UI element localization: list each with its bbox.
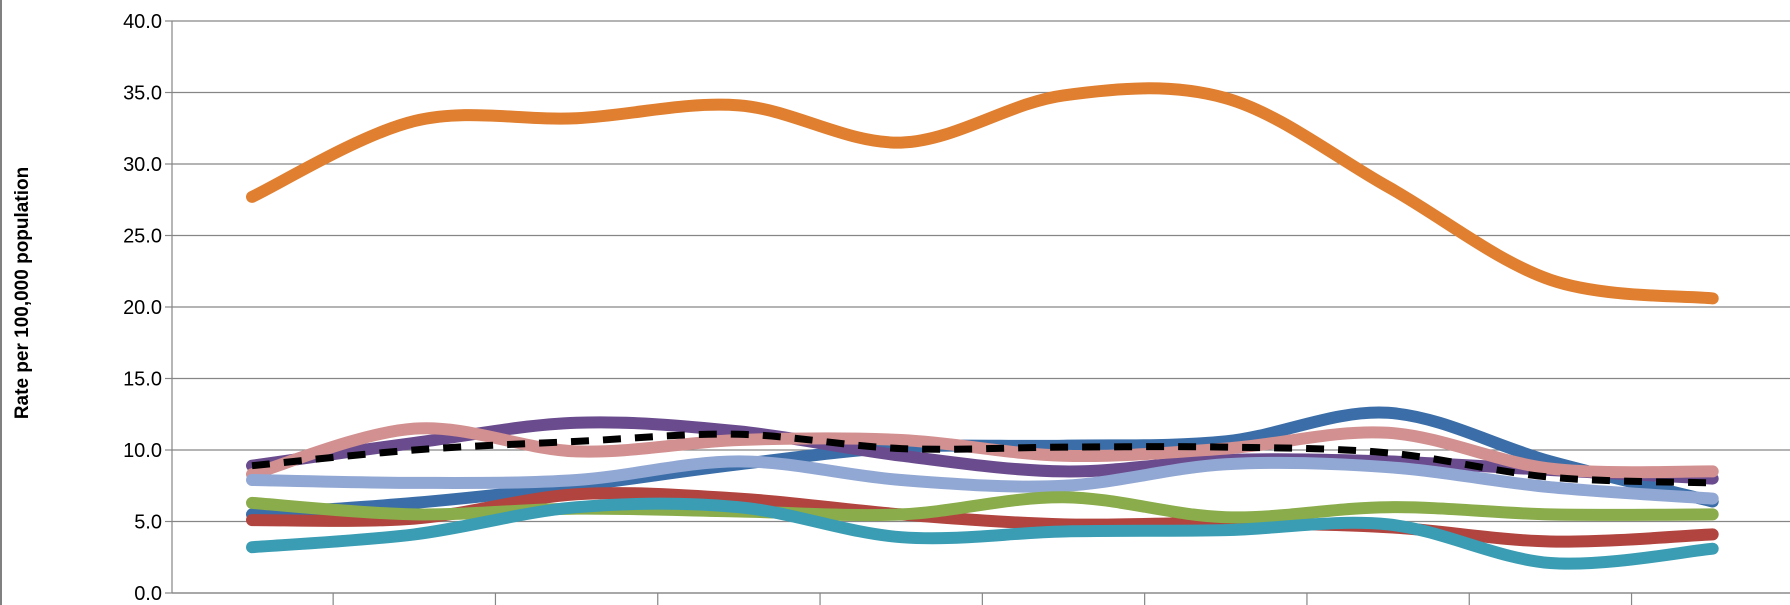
series-line — [246, 491, 1719, 524]
y-tick-label: 10.0 — [123, 440, 162, 462]
y-tick-label: 35.0 — [123, 83, 162, 105]
y-tick-label: 15.0 — [123, 369, 162, 391]
y-axis-title: Rate per 100,000 population — [12, 167, 33, 419]
y-tick-label: 0.0 — [134, 583, 162, 605]
series-line — [246, 455, 1719, 505]
series-layer — [246, 82, 1719, 570]
series-1 — [246, 82, 1719, 305]
series-line — [251, 430, 1713, 487]
series-line — [246, 82, 1719, 305]
y-tick-labels: 0.0 5.0 10.0 15.0 20.0 25.0 30.0 35.0 40.0 — [123, 11, 162, 605]
y-tick-label: 5.0 — [134, 512, 162, 534]
x-axis — [171, 21, 1790, 605]
y-tick-label: 30.0 — [123, 154, 162, 176]
y-tick-label: 25.0 — [123, 226, 162, 248]
series-line — [246, 422, 1719, 481]
series-5 — [251, 430, 1713, 487]
series-6 — [246, 455, 1719, 505]
series-line — [246, 497, 1719, 570]
y-tick-label: 20.0 — [123, 297, 162, 319]
series-9 — [246, 497, 1719, 570]
y-tick-label: 40.0 — [123, 11, 162, 33]
